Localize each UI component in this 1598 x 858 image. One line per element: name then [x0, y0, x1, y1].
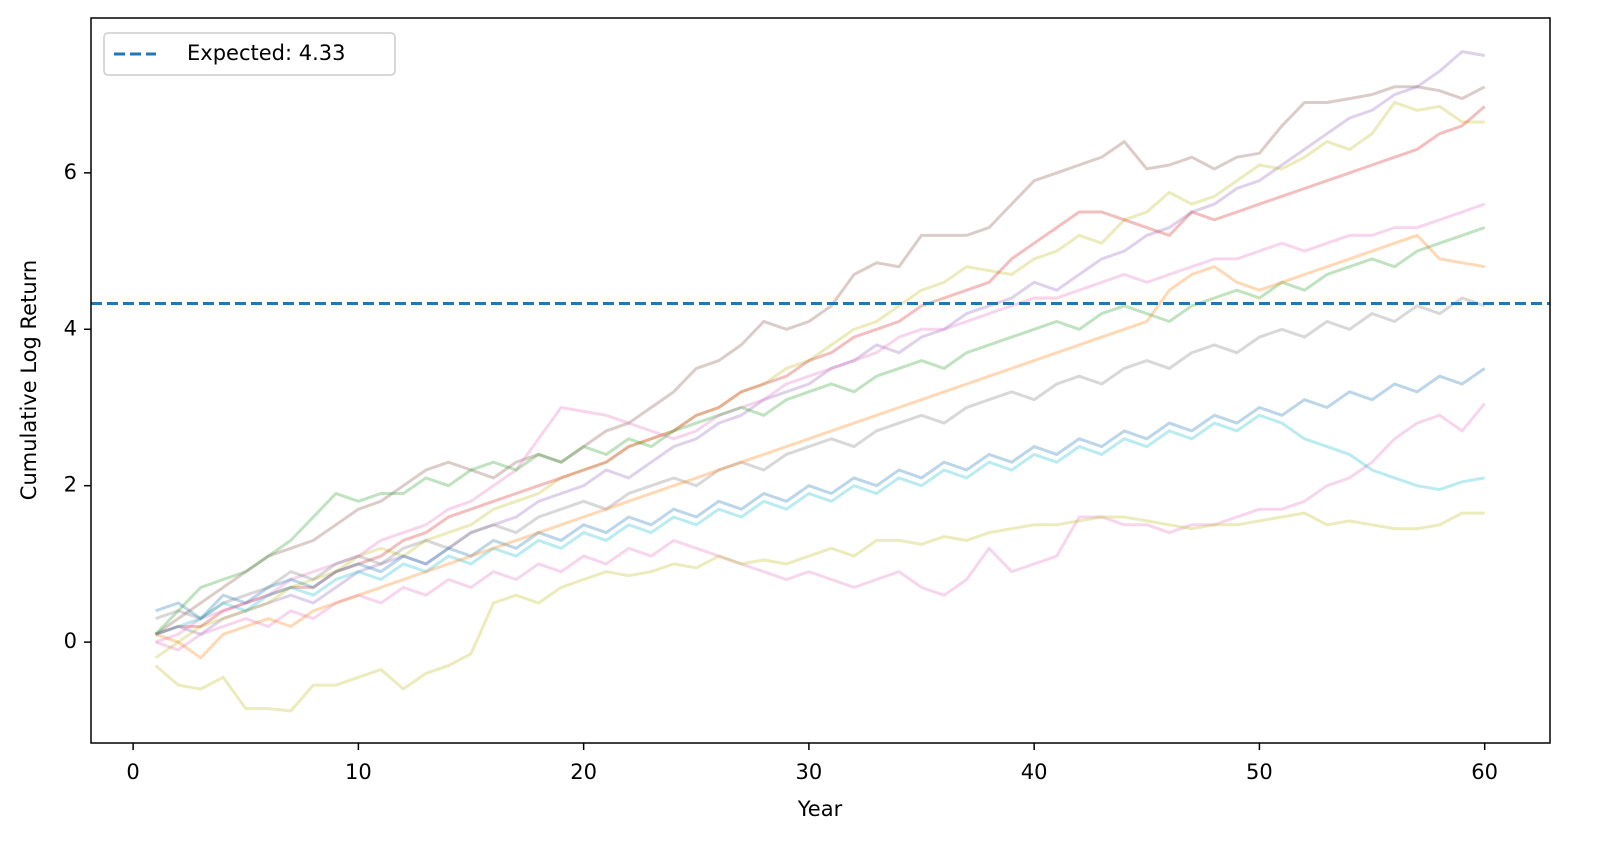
x-tick-label: 60 [1471, 760, 1498, 784]
x-axis-label: Year [797, 797, 843, 821]
series-line [155, 367, 1486, 621]
x-tick-label: 20 [570, 760, 597, 784]
series-line [155, 50, 1485, 636]
series-line [154, 511, 1485, 713]
y-tick-label: 6 [64, 160, 77, 184]
series-line [155, 233, 1485, 660]
y-axis-label: Cumulative Log Return [17, 260, 41, 500]
series-line [155, 202, 1486, 644]
x-tick-label: 10 [345, 760, 372, 784]
series-line [155, 402, 1486, 652]
x-tick-label: 0 [126, 760, 139, 784]
series-line [155, 105, 1486, 636]
y-tick-label: 2 [64, 473, 77, 497]
x-tick-label: 50 [1246, 760, 1273, 784]
x-tick-label: 30 [796, 760, 823, 784]
y-tick-label: 0 [64, 629, 77, 653]
series-line [154, 100, 1485, 660]
frame [90, 17, 1551, 744]
legend-label: Expected: 4.33 [187, 41, 345, 65]
x-tick-label: 40 [1021, 760, 1048, 784]
series-line [155, 413, 1485, 636]
legend-box [103, 32, 396, 76]
series-line [155, 296, 1486, 621]
series-line [154, 85, 1486, 636]
y-tick-label: 4 [64, 316, 77, 340]
series-line [154, 226, 1486, 636]
